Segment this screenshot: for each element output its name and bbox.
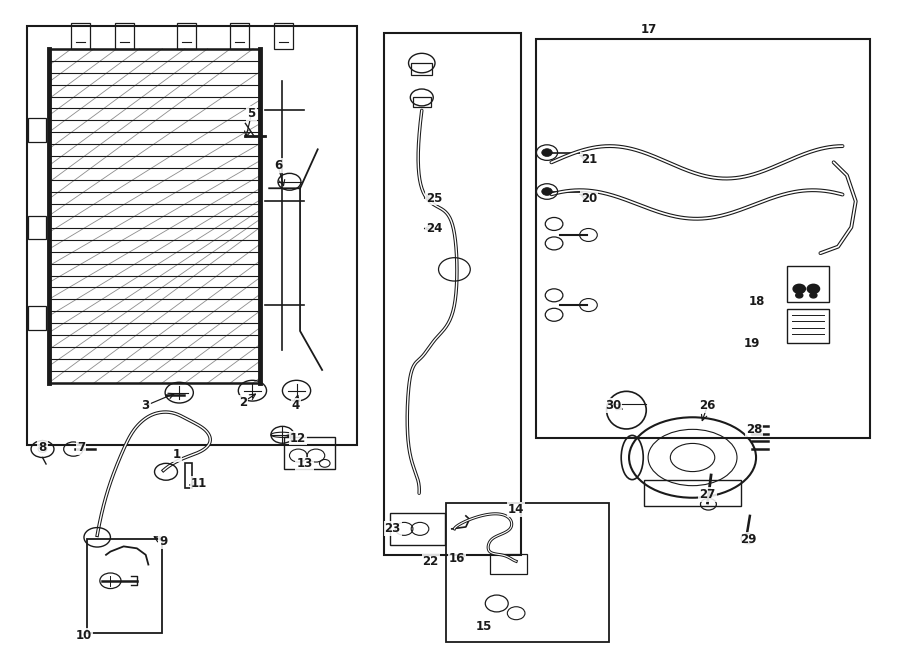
Bar [383, 32, 520, 555]
Bar [390, 512, 445, 545]
Text: 10: 10 [76, 630, 92, 642]
Text: 3: 3 [141, 399, 149, 412]
Text: 28: 28 [746, 423, 762, 436]
Circle shape [542, 187, 553, 195]
Bar [230, 23, 249, 49]
Text: 21: 21 [581, 152, 598, 166]
Text: 23: 23 [384, 522, 400, 536]
Circle shape [542, 149, 553, 156]
Text: 11: 11 [191, 477, 207, 490]
Text: 4: 4 [292, 399, 300, 412]
Circle shape [793, 284, 806, 293]
Text: 15: 15 [475, 620, 491, 633]
Bar [115, 23, 134, 49]
Text: 30: 30 [605, 399, 621, 412]
Bar [446, 503, 608, 642]
Text: 16: 16 [449, 551, 465, 565]
Bar [787, 309, 829, 343]
Bar [27, 26, 357, 445]
Text: 17: 17 [640, 23, 657, 36]
Text: 25: 25 [426, 191, 442, 205]
Bar [644, 480, 741, 506]
Bar [536, 39, 869, 438]
Text: 2: 2 [238, 396, 247, 409]
Text: 19: 19 [743, 338, 760, 350]
Text: 27: 27 [699, 488, 716, 501]
Text: 7: 7 [77, 442, 86, 454]
Bar [86, 539, 162, 633]
Text: 8: 8 [39, 442, 47, 454]
Bar [274, 23, 293, 49]
Circle shape [807, 284, 820, 293]
Bar [284, 438, 336, 469]
Circle shape [796, 293, 803, 298]
Text: 20: 20 [581, 191, 598, 205]
Bar [176, 23, 196, 49]
Text: 9: 9 [159, 536, 167, 548]
Text: 24: 24 [426, 222, 442, 235]
Bar [490, 553, 526, 574]
Text: 29: 29 [740, 534, 756, 546]
Bar [413, 97, 430, 107]
Bar [787, 266, 829, 302]
Bar [29, 118, 46, 142]
Circle shape [810, 293, 817, 298]
Text: 5: 5 [248, 107, 256, 120]
Text: 1: 1 [173, 448, 181, 461]
Text: 14: 14 [508, 503, 525, 516]
Bar [411, 63, 432, 75]
Text: 6: 6 [274, 159, 282, 172]
Text: 18: 18 [749, 295, 765, 308]
Text: 22: 22 [422, 555, 438, 568]
Bar [29, 216, 46, 239]
Bar [185, 463, 193, 488]
Text: 13: 13 [296, 457, 312, 471]
Bar [71, 23, 90, 49]
Bar [29, 307, 46, 330]
Text: 26: 26 [699, 399, 716, 412]
Text: 12: 12 [290, 432, 306, 445]
